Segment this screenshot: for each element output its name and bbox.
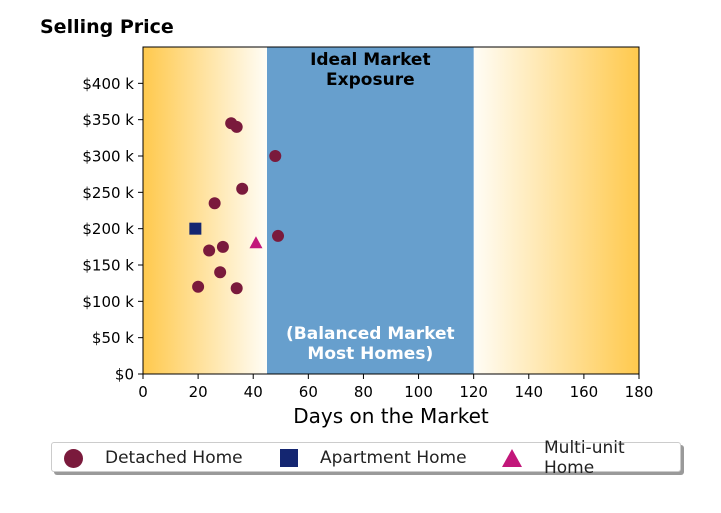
triangle-marker-icon <box>502 449 522 467</box>
x-tick-label: 20 <box>189 383 208 401</box>
detached-home-point <box>230 282 243 295</box>
y-axis: $0 $50 k $100 k $150 k $200 k $250 k $300 k $35… <box>82 75 143 384</box>
y-tick-label: $200 k <box>82 220 134 238</box>
apartment-home-point <box>189 222 202 235</box>
square-marker-icon <box>280 449 298 467</box>
y-tick-label: $350 k <box>82 111 134 129</box>
x-tick-label: 100 <box>404 383 433 401</box>
plot-background <box>143 47 639 374</box>
x-axis: 0 20 40 60 80 100 120 140 160 180 <box>138 374 653 401</box>
x-tick-label: 120 <box>459 383 488 401</box>
y-tick-label: $0 <box>115 366 134 384</box>
detached-home-point <box>203 244 216 257</box>
detached-home-point <box>230 120 243 133</box>
x-axis-label: Days on the Market <box>293 404 489 428</box>
x-tick-label: 0 <box>138 383 148 401</box>
legend-label: Apartment Home <box>320 448 467 468</box>
multi-unit-home-point <box>249 236 263 249</box>
band-top-label: Ideal Market <box>310 50 431 70</box>
legend: Detached Home Apartment Home Multi-unit … <box>51 438 681 478</box>
left-gradient-region <box>143 47 267 374</box>
x-tick-label: 140 <box>514 383 543 401</box>
legend-label: Detached Home <box>105 448 243 468</box>
detached-home-point <box>214 266 227 279</box>
x-tick-label: 80 <box>354 383 373 401</box>
detached-home-point <box>208 197 221 210</box>
chart-title: Selling Price <box>40 16 174 38</box>
detached-home-point <box>269 150 282 162</box>
x-tick-label: 40 <box>244 383 263 401</box>
y-tick-label: $250 k <box>82 184 134 202</box>
detached-home-point <box>272 229 285 242</box>
circle-marker-icon <box>64 448 83 468</box>
y-tick-label: $150 k <box>82 257 134 275</box>
detached-home-point <box>236 182 249 195</box>
right-gradient-region <box>473 47 639 374</box>
legend-item-detached: Detached Home <box>64 443 243 473</box>
band-bottom-label: (Balanced Market <box>286 324 455 344</box>
y-tick-label: $100 k <box>82 293 134 311</box>
y-tick-label: $400 k <box>82 75 134 93</box>
detached-home-point <box>192 280 205 293</box>
band-top-label: Exposure <box>326 70 415 90</box>
y-tick-label: $50 k <box>92 329 134 347</box>
legend-item-multi-unit: Multi-unit Home <box>502 438 680 478</box>
band-bottom-label: Most Homes) <box>307 344 433 364</box>
x-tick-label: 60 <box>299 383 318 401</box>
legend-item-apartment: Apartment Home <box>280 443 467 473</box>
plot-frame <box>142 46 640 375</box>
y-tick-label: $300 k <box>82 148 134 166</box>
x-tick-label: 180 <box>625 383 654 401</box>
x-tick-label: 160 <box>570 383 599 401</box>
legend-label: Multi-unit Home <box>544 438 625 478</box>
ideal-band-rect <box>267 47 474 374</box>
data-points <box>189 117 285 295</box>
detached-home-point <box>216 240 229 253</box>
